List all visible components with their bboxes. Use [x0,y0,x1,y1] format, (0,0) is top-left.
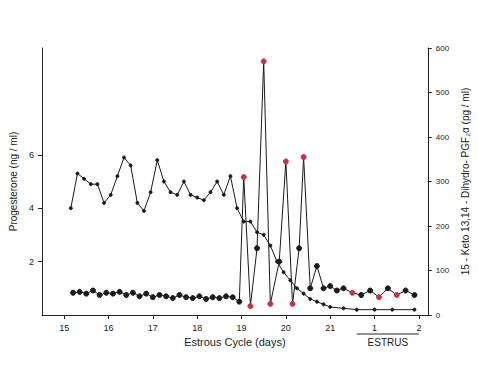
svg-text:600: 600 [436,44,450,53]
svg-text:2: 2 [416,323,421,333]
svg-text:20: 20 [281,323,291,333]
svg-text:15: 15 [59,323,69,333]
svg-text:500: 500 [436,88,450,97]
svg-text:18: 18 [192,323,202,333]
svg-text:Estrous Cycle (days): Estrous Cycle (days) [184,336,285,348]
svg-text:300: 300 [436,177,450,186]
svg-text:4: 4 [29,203,34,213]
svg-text:2: 2 [29,257,34,267]
svg-text:17: 17 [148,323,158,333]
svg-text:19: 19 [237,323,247,333]
svg-text:0: 0 [436,311,441,320]
svg-text:200: 200 [436,222,450,231]
svg-text:21: 21 [325,323,335,333]
svg-text:6: 6 [29,150,34,160]
svg-text:16: 16 [104,323,114,333]
svg-text:Progesterone (ng / ml): Progesterone (ng / ml) [8,132,19,232]
svg-text:100: 100 [436,266,450,275]
svg-text:1: 1 [372,323,377,333]
svg-text:15 - Keto 13,14 - Dihydro- PGF: 15 - Keto 13,14 - Dihydro- PGF₂α (pg / m… [460,88,471,276]
svg-text:400: 400 [436,133,450,142]
svg-text:ESTRUS: ESTRUS [368,337,409,348]
